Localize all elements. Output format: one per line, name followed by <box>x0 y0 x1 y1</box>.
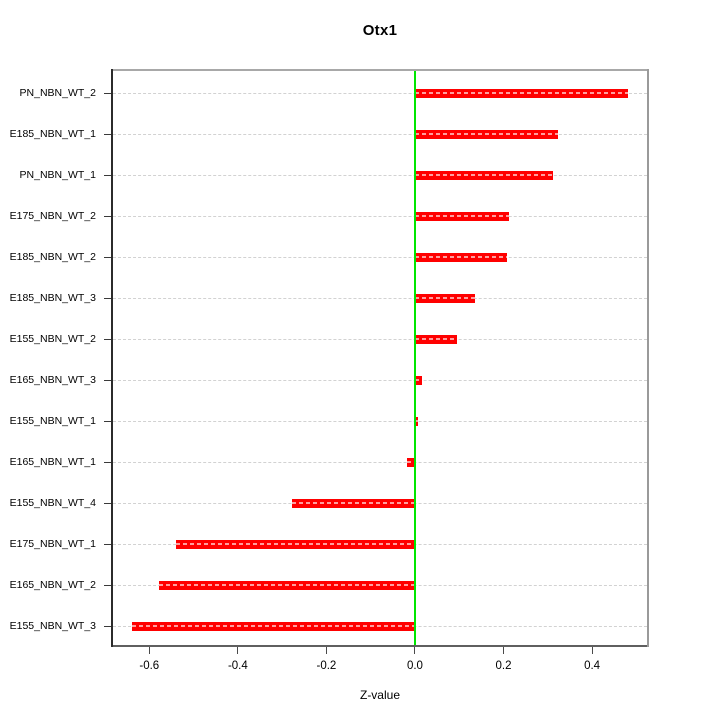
y-tick <box>104 256 111 258</box>
y-tick <box>104 338 111 340</box>
bar-E185_NBN_WT_3 <box>414 293 475 303</box>
y-tick-label: E165_NBN_WT_1 <box>9 456 96 468</box>
y-tick-label: E185_NBN_WT_3 <box>9 292 96 304</box>
bar-E175_NBN_WT_2 <box>414 211 509 221</box>
y-tick <box>104 297 111 299</box>
x-tick <box>237 647 239 654</box>
y-tick-label: E155_NBN_WT_4 <box>9 497 96 509</box>
gridline <box>113 215 647 217</box>
y-tick-label: E165_NBN_WT_2 <box>9 579 96 591</box>
bar-E165_NBN_WT_3 <box>414 375 422 385</box>
y-tick-label: PN_NBN_WT_1 <box>19 169 96 181</box>
y-tick <box>104 461 111 463</box>
y-tick <box>104 543 111 545</box>
y-tick-label: E155_NBN_WT_3 <box>9 620 96 632</box>
gridline <box>113 297 647 299</box>
x-tick <box>325 647 327 654</box>
y-tick-label: E155_NBN_WT_1 <box>9 415 96 427</box>
y-tick-label: E185_NBN_WT_1 <box>9 128 96 140</box>
gridline <box>113 256 647 258</box>
plot-area <box>113 71 647 645</box>
y-tick <box>104 133 111 135</box>
gridline <box>113 92 647 94</box>
x-tick-label: 0.0 <box>406 660 423 672</box>
y-tick <box>104 174 111 176</box>
x-tick-label: 0.2 <box>495 660 512 672</box>
y-tick <box>104 92 111 94</box>
bar-PN_NBN_WT_2 <box>414 88 628 98</box>
y-tick-label: E175_NBN_WT_1 <box>9 538 96 550</box>
x-tick <box>414 647 416 654</box>
y-tick-label: E165_NBN_WT_3 <box>9 374 96 386</box>
plot-border-right <box>647 69 649 647</box>
gridline <box>113 133 647 135</box>
bar-E155_NBN_WT_4 <box>291 498 415 508</box>
x-tick-label: 0.4 <box>584 660 601 672</box>
bar-E155_NBN_WT_2 <box>414 334 458 344</box>
y-tick-label: E155_NBN_WT_2 <box>9 333 96 345</box>
x-tick-label: -0.2 <box>316 660 337 672</box>
bar-E185_NBN_WT_2 <box>414 252 508 262</box>
bar-E175_NBN_WT_1 <box>175 539 415 549</box>
bar-PN_NBN_WT_1 <box>414 170 554 180</box>
bar-E155_NBN_WT_3 <box>131 621 415 631</box>
y-tick <box>104 420 111 422</box>
bar-E155_NBN_WT_1 <box>414 416 418 426</box>
y-tick <box>104 215 111 217</box>
y-tick-label: E185_NBN_WT_2 <box>9 251 96 263</box>
x-tick-label: -0.6 <box>139 660 160 672</box>
gridline <box>113 461 647 463</box>
gridline <box>113 379 647 381</box>
zero-reference-line <box>413 71 416 645</box>
y-tick-label: E175_NBN_WT_2 <box>9 210 96 222</box>
y-tick <box>104 625 111 627</box>
y-tick <box>104 502 111 504</box>
bar-E165_NBN_WT_2 <box>159 580 415 590</box>
y-tick <box>104 379 111 381</box>
x-axis-title: Z-value <box>359 688 400 702</box>
x-tick <box>503 647 505 654</box>
gridline <box>113 338 647 340</box>
x-tick <box>591 647 593 654</box>
gridline <box>113 174 647 176</box>
plot-border-left <box>111 69 113 647</box>
plot-border-bottom <box>111 645 649 647</box>
bar-E165_NBN_WT_1 <box>407 457 415 467</box>
y-tick-label: PN_NBN_WT_2 <box>19 87 96 99</box>
gridline <box>113 420 647 422</box>
bar-E185_NBN_WT_1 <box>414 129 558 139</box>
x-tick-label: -0.4 <box>227 660 248 672</box>
chart-title: Otx1 <box>362 22 398 39</box>
x-tick <box>148 647 150 654</box>
y-tick <box>104 584 111 586</box>
plot-border-top <box>111 69 649 71</box>
